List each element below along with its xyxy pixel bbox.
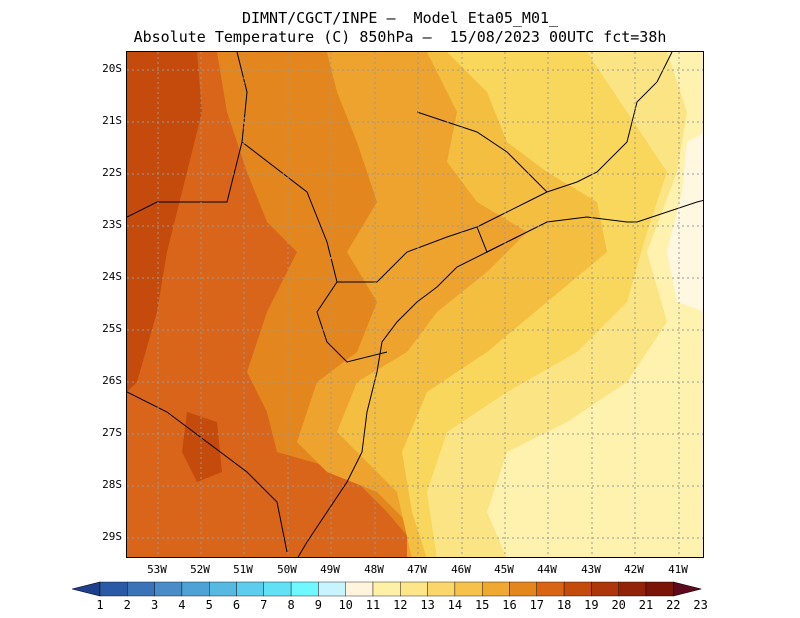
colorbar-swatch bbox=[591, 581, 619, 597]
colorbar-label: 6 bbox=[232, 598, 241, 612]
colorbar-swatch bbox=[263, 581, 292, 597]
colorbar-label: 20 bbox=[611, 598, 626, 612]
lat-label: 28S bbox=[102, 478, 122, 491]
map-title-line1: DIMNT/CGCT/INPE – Model Eta05_M01_ bbox=[241, 9, 559, 27]
colorbar-swatch bbox=[372, 581, 401, 597]
colorbar-swatch bbox=[427, 581, 456, 597]
colorbar-swatch bbox=[345, 581, 374, 597]
colorbar-label: 7 bbox=[260, 598, 268, 612]
lat-label: 24S bbox=[102, 270, 122, 283]
colorbar-label: 8 bbox=[287, 598, 295, 612]
colorbar-swatch bbox=[208, 581, 237, 597]
state-border-rs bbox=[127, 391, 288, 553]
colorbar-swatch bbox=[236, 581, 264, 597]
colorbar bbox=[72, 581, 702, 597]
lat-label: 26S bbox=[102, 374, 122, 387]
colorbar-swatch bbox=[127, 581, 155, 597]
temperature-map bbox=[126, 51, 704, 558]
field-band-12 bbox=[487, 52, 703, 557]
colorbar-swatch bbox=[509, 581, 537, 597]
lon-label: 42W bbox=[624, 563, 644, 576]
lat-label: 25S bbox=[102, 322, 122, 335]
graticule bbox=[127, 52, 703, 557]
colorbar-label: 2 bbox=[123, 598, 131, 612]
colorbar-swatch bbox=[290, 581, 319, 597]
colorbar-swatch bbox=[645, 581, 674, 597]
colorbar-label: 16 bbox=[502, 598, 517, 612]
lon-label: 50W bbox=[277, 563, 297, 576]
lat-label: 20S bbox=[102, 62, 122, 75]
colorbar-label: 13 bbox=[420, 598, 435, 612]
state-border-ms bbox=[127, 52, 248, 218]
colorbar-label: 10 bbox=[338, 598, 353, 612]
colorbar-label: 9 bbox=[314, 598, 322, 612]
colorbar-arrow-left bbox=[72, 581, 101, 597]
lon-label: 44W bbox=[537, 563, 557, 576]
state-border-pr-sc bbox=[316, 281, 388, 363]
lon-label: 46W bbox=[451, 563, 471, 576]
colorbar-swatch bbox=[181, 581, 210, 597]
lat-label: 21S bbox=[102, 114, 122, 127]
lon-label: 53W bbox=[147, 563, 167, 576]
colorbar-swatch bbox=[454, 581, 483, 597]
colorbar-label: 19 bbox=[584, 598, 599, 612]
lat-label: 27S bbox=[102, 426, 122, 439]
map-title-line2: Absolute Temperature (C) 850hPa – 15/08/… bbox=[133, 28, 667, 46]
colorbar-label: 12 bbox=[393, 598, 408, 612]
colorbar-label: 22 bbox=[666, 598, 681, 612]
lon-label: 47W bbox=[407, 563, 427, 576]
field-band-19 bbox=[127, 52, 202, 392]
colorbar-label: 11 bbox=[365, 598, 381, 612]
lon-label: 41W bbox=[668, 563, 688, 576]
lat-label: 22S bbox=[102, 166, 122, 179]
colorbar-swatch bbox=[536, 581, 565, 597]
state-border-sp-pr bbox=[241, 141, 478, 283]
coast-east bbox=[636, 199, 703, 223]
lat-label: 23S bbox=[102, 218, 122, 231]
colorbar-label: 21 bbox=[638, 598, 654, 612]
field-band-19b bbox=[182, 412, 222, 482]
lon-label: 43W bbox=[581, 563, 601, 576]
temperature-field bbox=[127, 52, 703, 557]
colorbar-swatch bbox=[154, 581, 183, 597]
state-border-mg-sp bbox=[416, 111, 548, 193]
lon-label: 48W bbox=[364, 563, 384, 576]
field-band-11 bbox=[667, 133, 703, 312]
state-border-mg bbox=[476, 52, 673, 228]
colorbar-swatch bbox=[482, 581, 510, 597]
colorbar-label: 15 bbox=[474, 598, 490, 612]
colorbar-swatch bbox=[400, 581, 428, 597]
coast-south bbox=[297, 236, 518, 557]
colorbar-swatch bbox=[563, 581, 592, 597]
colorbar-label: 17 bbox=[529, 598, 545, 612]
colorbar-label: 4 bbox=[178, 598, 186, 612]
lon-label: 51W bbox=[233, 563, 253, 576]
colorbar-label: 1 bbox=[96, 598, 104, 612]
colorbar-label: 18 bbox=[556, 598, 572, 612]
colorbar-swatch bbox=[99, 581, 128, 597]
colorbar-swatch bbox=[618, 581, 647, 597]
lon-label: 52W bbox=[190, 563, 210, 576]
lon-label: 49W bbox=[320, 563, 340, 576]
colorbar-label: 14 bbox=[447, 598, 463, 612]
lat-label: 29S bbox=[102, 530, 122, 543]
coastline-borders bbox=[127, 52, 703, 557]
field-warm-pocket bbox=[297, 482, 342, 532]
lon-label: 45W bbox=[494, 563, 514, 576]
colorbar-swatch bbox=[318, 581, 346, 597]
colorbar-arrow-right bbox=[672, 581, 702, 597]
colorbar-label: 23 bbox=[693, 598, 708, 612]
colorbar-label: 3 bbox=[150, 598, 159, 612]
colorbar-label: 5 bbox=[205, 598, 213, 612]
